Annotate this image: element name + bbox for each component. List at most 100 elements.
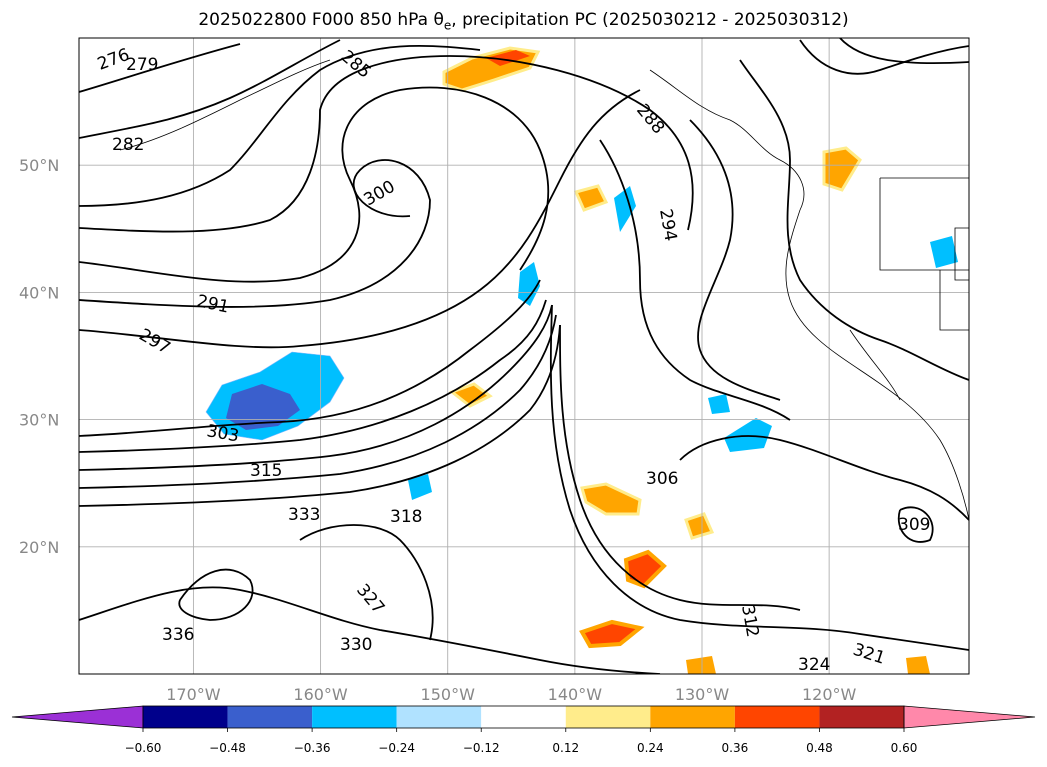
contour-line (79, 159, 431, 308)
latitude-label: 50°N (19, 156, 59, 175)
latitude-label: 30°N (19, 411, 59, 430)
contour-line (559, 324, 801, 611)
title-prefix: 2025022800 F000 850 hPa θ (198, 10, 444, 30)
contour-line (549, 304, 969, 651)
colorbar-tick-label: −0.48 (209, 741, 246, 755)
longitude-label: 140°W (548, 685, 603, 704)
colorbar-tick-label: −0.24 (378, 741, 415, 755)
colorbar-tick-label: −0.36 (294, 741, 331, 755)
contour-label: 324 (798, 655, 830, 675)
precip-negative-patch (708, 394, 730, 414)
colorbar-segment (481, 706, 566, 728)
precip-positive-patch (579, 619, 645, 649)
contour-label: 330 (340, 635, 372, 655)
colorbar-segment (312, 706, 397, 728)
colorbar-tick-label: 0.36 (722, 741, 749, 755)
chart-title: 2025022800 F000 850 hPa θe, precipitatio… (0, 10, 1047, 32)
state-border (939, 270, 969, 331)
precip-fills (205, 46, 958, 674)
colorbar-extend-low (11, 705, 144, 729)
precip-negative-patch (614, 186, 636, 232)
latitude-labels: 50°N 40°N 30°N 20°N (19, 156, 59, 557)
precip-positive-patch (623, 549, 667, 589)
precip-negative-patch (930, 236, 958, 268)
plot-frame (78, 37, 970, 675)
contour-label: 279 (126, 55, 158, 75)
contour-line (79, 304, 553, 471)
latitude-label: 20°N (19, 538, 59, 557)
precip-positive-patch (580, 482, 642, 516)
contour-line (839, 38, 969, 65)
contour-line (79, 55, 694, 233)
longitude-label: 160°W (293, 685, 348, 704)
contour-line (79, 299, 547, 453)
colorbar-segment (734, 706, 820, 728)
contour-label: 336 (162, 625, 194, 645)
contour-label: 315 (250, 461, 282, 481)
contour-line (79, 586, 661, 674)
longitude-label: 120°W (802, 685, 857, 704)
contour-line (799, 39, 969, 75)
contour-line (79, 44, 481, 207)
aleutian-islands (119, 59, 331, 151)
contour-label: 306 (646, 469, 678, 489)
contour-line (79, 86, 550, 283)
colorbar-frame (142, 705, 905, 729)
contour-line (79, 324, 561, 507)
contour-label: 333 (288, 505, 320, 525)
colorbar-tick-label: 0.60 (891, 741, 918, 755)
precip-negative-patch (408, 474, 432, 500)
colorbar-tick-label: 0.12 (552, 741, 579, 755)
contour-label: 309 (898, 515, 930, 535)
precip-positive-patch (486, 50, 530, 66)
precip-negative-patch (724, 418, 772, 452)
colorbar (11, 705, 1036, 729)
precip-positive-patch (573, 184, 609, 212)
contour-line (178, 568, 254, 621)
precip-positive-patch (448, 382, 493, 408)
contour-line (739, 59, 969, 381)
contour-line (299, 524, 434, 641)
colorbar-ticks: −0.60 −0.48 −0.36 −0.24 −0.12 0.12 0.24 0.36 0.4… (125, 728, 918, 755)
longitude-label: 170°W (166, 685, 221, 704)
alaska-coast (649, 69, 805, 211)
state-border (879, 178, 969, 271)
precip-positive-patch (684, 512, 715, 540)
colorbar-segment (565, 706, 651, 728)
longitude-label: 130°W (675, 685, 730, 704)
baja-california (849, 329, 901, 401)
precip-strong-negative-patch (226, 384, 300, 430)
state-border (954, 227, 969, 281)
contour-line (689, 119, 781, 401)
colorbar-segment (227, 706, 313, 728)
precip-positive-patch (686, 656, 716, 674)
title-subscript: e (443, 18, 452, 33)
longitude-labels: 170°W 160°W 150°W 140°W 130°W 120°W (166, 685, 856, 704)
contour-line (79, 39, 341, 139)
contour-line (897, 506, 934, 543)
precip-positive-patch (822, 146, 862, 192)
colorbar-tick-label: 0.24 (637, 741, 664, 755)
title-suffix: , precipitation PC (2025030212 - 2025030… (451, 10, 849, 30)
precip-negative-patch (518, 262, 540, 306)
north-america-coast (785, 209, 969, 521)
map-content: 276 279 282 285 288 291 294 297 300 303 … (79, 38, 969, 675)
colorbar-segment (819, 706, 904, 728)
coastlines (119, 59, 969, 521)
colorbar-segment (143, 706, 228, 728)
contour-line (79, 89, 641, 349)
colorbar-tick-label: 0.48 (806, 741, 833, 755)
colorbar-segment (650, 706, 735, 728)
contour-line (79, 279, 541, 437)
colorbar-tick-label: −0.60 (125, 741, 162, 755)
graticule (79, 38, 969, 674)
latitude-label: 40°N (19, 283, 59, 302)
longitude-label: 150°W (421, 685, 476, 704)
colorbar-segment (396, 706, 482, 728)
contour-line (679, 435, 969, 521)
contour-line (599, 139, 791, 421)
precip-positive-patch (906, 656, 930, 674)
contour-label: 318 (390, 507, 422, 527)
colorbar-extend-high (903, 705, 1036, 729)
